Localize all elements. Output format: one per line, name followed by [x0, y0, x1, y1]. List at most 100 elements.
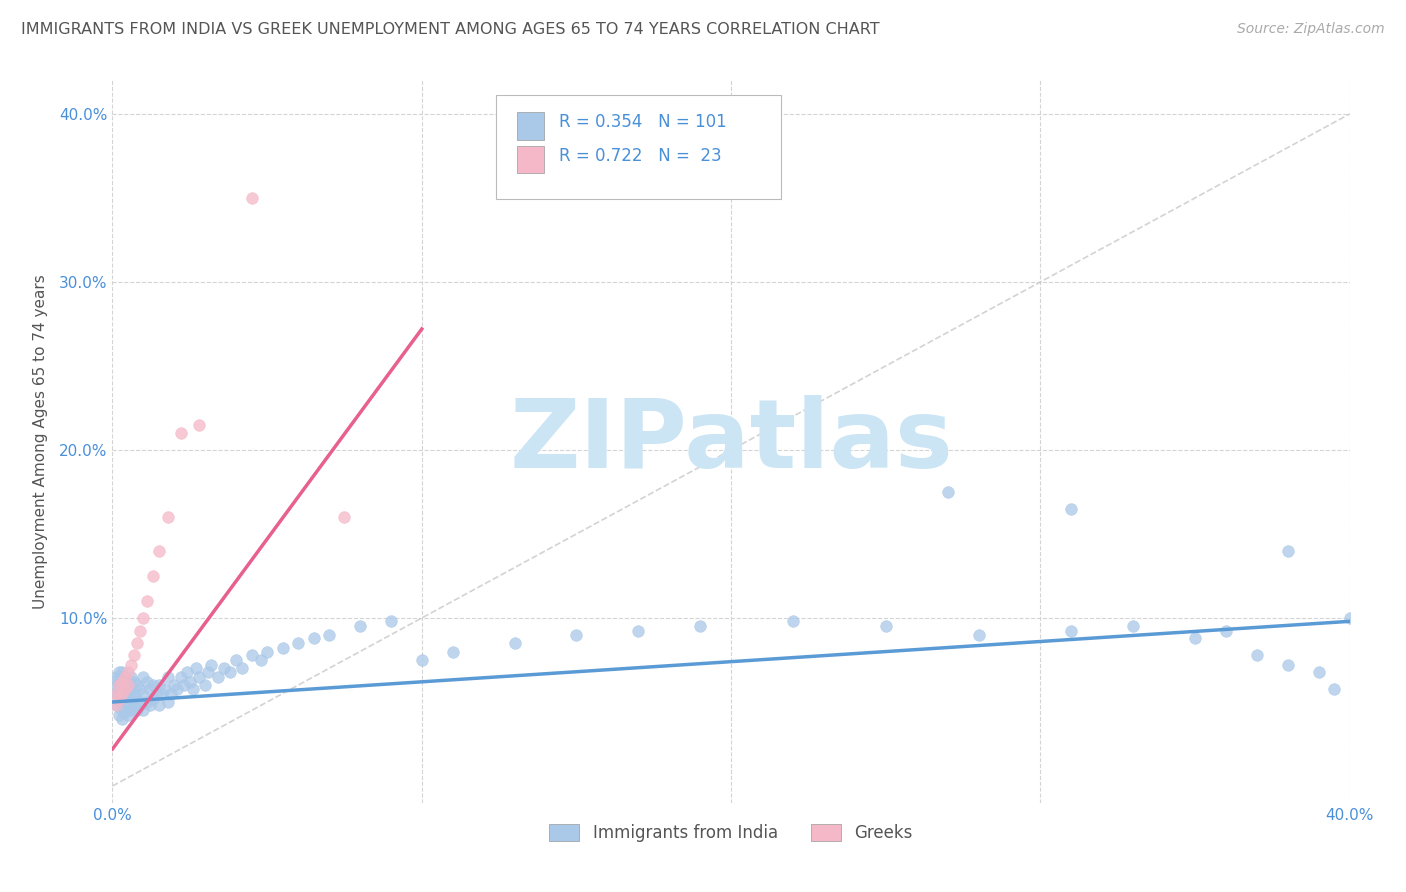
Point: [132, 703, 155, 717]
Point: [184, 661, 207, 675]
Point: [166, 681, 188, 696]
FancyBboxPatch shape: [517, 112, 544, 139]
Point: [176, 665, 198, 679]
Point: [107, 695, 129, 709]
Point: [117, 698, 139, 713]
Point: [148, 698, 170, 713]
Point: [111, 674, 134, 689]
Point: [104, 670, 127, 684]
Point: [148, 678, 170, 692]
Point: [122, 698, 145, 713]
Point: [318, 628, 340, 642]
Point: [200, 658, 222, 673]
Point: [127, 678, 149, 692]
Point: [129, 681, 152, 696]
Point: [107, 678, 129, 692]
Point: [689, 619, 711, 633]
Point: [129, 624, 152, 639]
Point: [302, 631, 325, 645]
Point: [111, 681, 134, 696]
Point: [287, 636, 309, 650]
Point: [1308, 665, 1330, 679]
Point: [163, 678, 186, 692]
Point: [107, 665, 129, 679]
Point: [225, 653, 247, 667]
Point: [1060, 624, 1083, 639]
Point: [104, 678, 127, 692]
Point: [138, 681, 160, 696]
Point: [122, 674, 145, 689]
Point: [107, 691, 129, 706]
Point: [240, 648, 263, 662]
Point: [127, 703, 149, 717]
Point: [114, 705, 136, 719]
Point: [142, 678, 165, 692]
Point: [188, 417, 211, 432]
FancyBboxPatch shape: [517, 146, 544, 173]
Point: [117, 687, 139, 701]
Point: [111, 703, 134, 717]
Text: IMMIGRANTS FROM INDIA VS GREEK UNEMPLOYMENT AMONG AGES 65 TO 74 YEARS CORRELATIO: IMMIGRANTS FROM INDIA VS GREEK UNEMPLOYM…: [21, 22, 880, 37]
Point: [135, 674, 157, 689]
Point: [107, 687, 129, 701]
Point: [565, 628, 588, 642]
Point: [120, 703, 142, 717]
Point: [782, 615, 804, 629]
Point: [157, 670, 180, 684]
Point: [153, 681, 176, 696]
Point: [231, 661, 253, 675]
Point: [380, 615, 402, 629]
Point: [127, 636, 149, 650]
Point: [150, 687, 173, 701]
Point: [120, 658, 142, 673]
Point: [142, 691, 165, 706]
Point: [135, 594, 157, 608]
Point: [1323, 681, 1346, 696]
Point: [411, 653, 433, 667]
Point: [135, 695, 157, 709]
Text: Source: ZipAtlas.com: Source: ZipAtlas.com: [1237, 22, 1385, 37]
Point: [256, 644, 278, 658]
Point: [212, 661, 235, 675]
Point: [117, 674, 139, 689]
Point: [120, 681, 142, 696]
Point: [114, 670, 136, 684]
Point: [441, 644, 464, 658]
Point: [111, 674, 134, 689]
Point: [120, 670, 142, 684]
Point: [240, 191, 263, 205]
Point: [1122, 619, 1144, 633]
Point: [148, 543, 170, 558]
Point: [107, 670, 129, 684]
Point: [111, 712, 134, 726]
Y-axis label: Unemployment Among Ages 65 to 74 years: Unemployment Among Ages 65 to 74 years: [32, 274, 48, 609]
Point: [271, 641, 294, 656]
Point: [107, 678, 129, 692]
Point: [160, 687, 183, 701]
Point: [114, 687, 136, 701]
Point: [349, 619, 371, 633]
Point: [875, 619, 897, 633]
Text: R = 0.722   N =  23: R = 0.722 N = 23: [560, 147, 721, 165]
Point: [122, 687, 145, 701]
Point: [194, 678, 217, 692]
Point: [157, 510, 180, 524]
Point: [250, 653, 273, 667]
Point: [104, 698, 127, 713]
Point: [936, 485, 959, 500]
Text: R = 0.354   N = 101: R = 0.354 N = 101: [560, 113, 727, 131]
Point: [138, 698, 160, 713]
Point: [181, 681, 204, 696]
Point: [173, 678, 195, 692]
Point: [1277, 658, 1299, 673]
Point: [1277, 543, 1299, 558]
Point: [169, 670, 191, 684]
Point: [1215, 624, 1237, 639]
Point: [117, 678, 139, 692]
Point: [967, 628, 990, 642]
Point: [120, 691, 142, 706]
Point: [129, 698, 152, 713]
Point: [104, 698, 127, 713]
Text: ZIPatlas: ZIPatlas: [509, 395, 953, 488]
Point: [132, 670, 155, 684]
